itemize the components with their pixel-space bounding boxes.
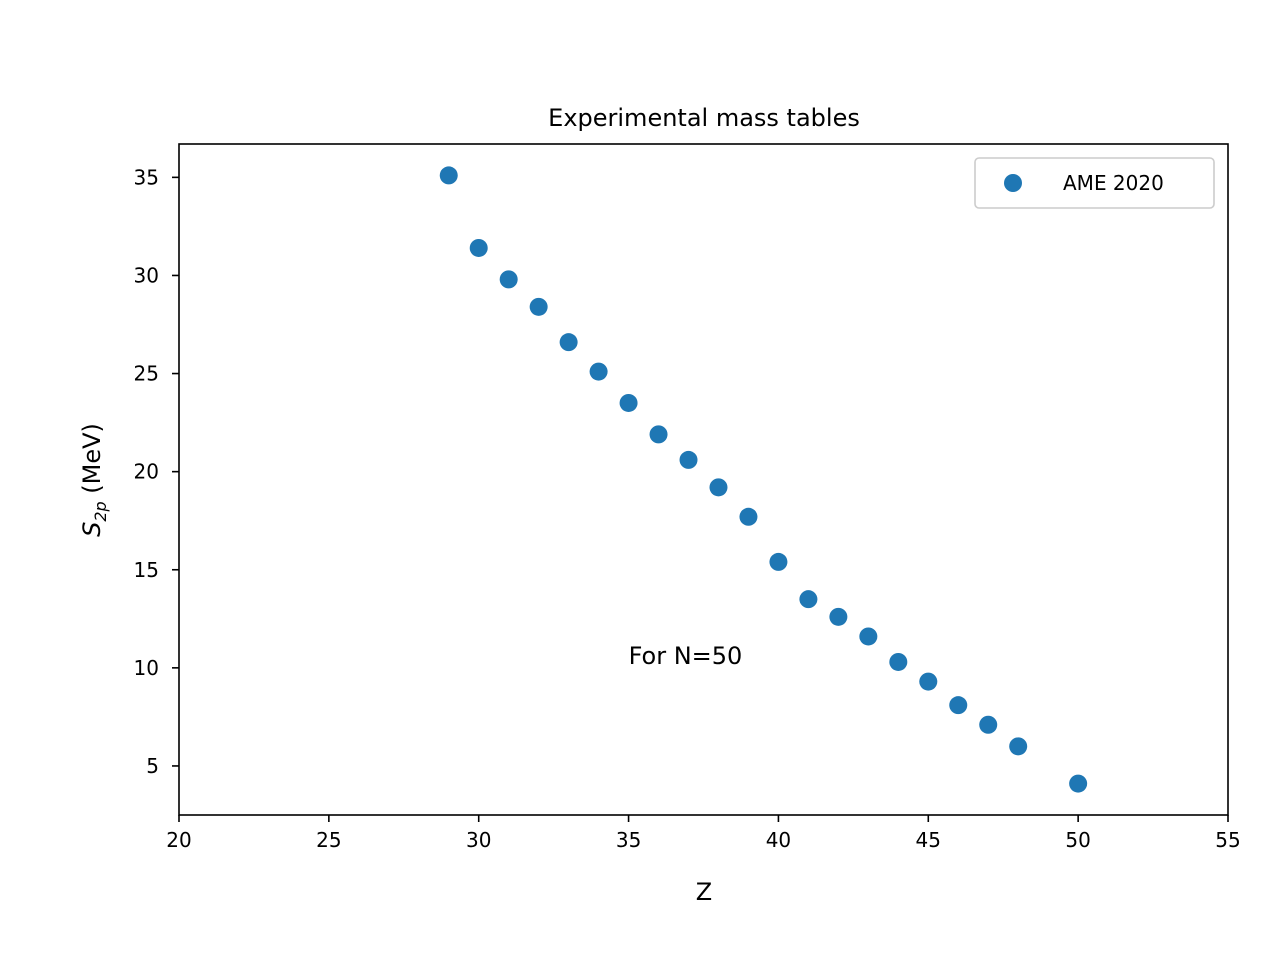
y-tick-label: 20 [134, 460, 159, 484]
plot-frame [178, 143, 1229, 816]
data-point [859, 627, 878, 646]
data-point [799, 590, 818, 609]
data-point [829, 607, 848, 626]
legend-marker [1004, 174, 1022, 192]
data-point [889, 652, 908, 671]
x-tick-label: 20 [166, 828, 191, 852]
data-point [469, 238, 488, 257]
plot-area [178, 143, 1229, 816]
data-point [679, 450, 698, 469]
y-axis-label: S2p (MeV) [78, 423, 110, 537]
x-tick-label: 50 [1065, 828, 1090, 852]
legend-box [974, 157, 1215, 209]
data-point [949, 696, 968, 715]
data-point [1069, 774, 1088, 793]
x-tick-label: 30 [466, 828, 491, 852]
y-tick-label: 15 [134, 558, 159, 582]
y-axis-label-subscript: 2p [91, 501, 110, 521]
y-axis: 5 10 15 20 25 30 35 [134, 165, 179, 778]
data-point [499, 270, 518, 289]
y-axis-label-symbol: S [78, 522, 106, 537]
data-point [1009, 737, 1028, 756]
annotations: For N=50 [629, 642, 743, 670]
x-axis-label: Z [696, 878, 712, 906]
x-tick-label: 35 [616, 828, 641, 852]
data-point [619, 393, 638, 412]
y-tick-label: 30 [134, 263, 159, 287]
annotation-text: For N=50 [629, 642, 743, 670]
x-tick-label: 45 [916, 828, 941, 852]
data-point [439, 166, 458, 185]
data-point [979, 715, 998, 734]
data-point [589, 362, 608, 381]
data-points [439, 166, 1088, 793]
y-tick-label: 10 [134, 656, 159, 680]
data-point [559, 333, 578, 352]
legend-label: AME 2020 [1063, 171, 1164, 195]
legend-entries: AME 2020 [1004, 171, 1164, 195]
y-tick-label: 25 [134, 362, 159, 386]
legend: AME 2020 [974, 157, 1215, 209]
x-axis: 20 25 30 35 40 45 50 55 [166, 815, 1241, 852]
x-tick-label: 55 [1215, 828, 1240, 852]
x-tick-label: 40 [766, 828, 791, 852]
data-point [649, 425, 668, 444]
y-tick-label: 35 [134, 165, 159, 189]
y-tick-label: 5 [146, 754, 159, 778]
data-point [919, 672, 938, 691]
x-tick-label: 25 [316, 828, 341, 852]
data-point [769, 552, 788, 571]
y-axis-label-unit: (MeV) [78, 423, 106, 501]
data-point [739, 507, 758, 526]
data-point [709, 478, 728, 497]
data-point [529, 297, 548, 316]
chart-title: Experimental mass tables [548, 104, 860, 132]
